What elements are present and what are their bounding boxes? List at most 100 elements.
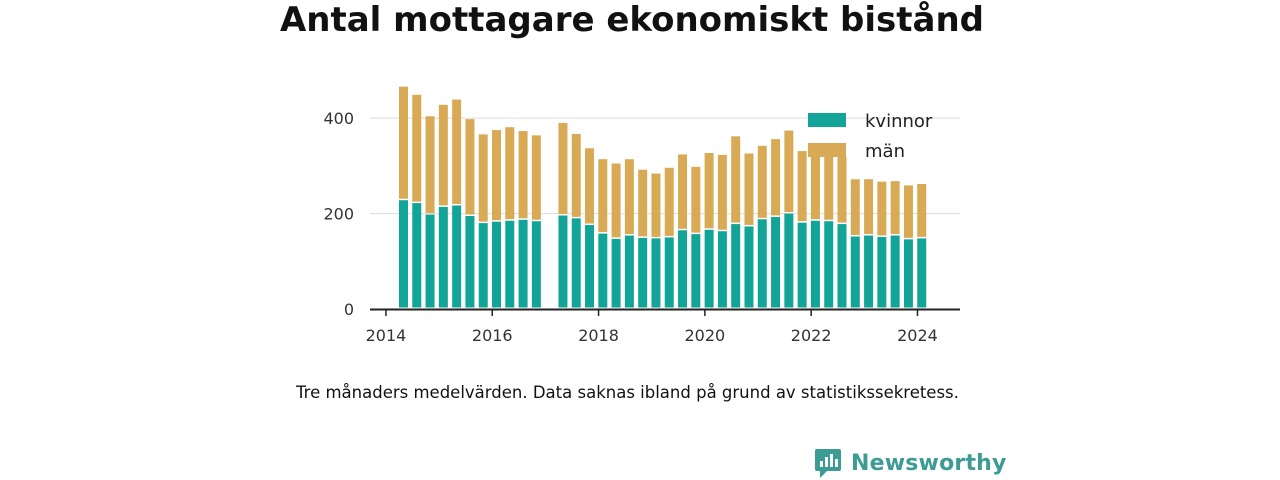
bar-män <box>903 185 913 238</box>
brand-logo[interactable]: Newsworthy <box>814 446 1007 480</box>
bar-män <box>784 130 794 213</box>
bar-män <box>850 179 860 235</box>
x-tick-label: 2024 <box>897 326 938 345</box>
bar-kvinnor <box>571 218 581 308</box>
x-tick-label: 2016 <box>472 326 513 345</box>
legend: kvinnor män <box>808 111 933 162</box>
bar-män <box>810 149 820 220</box>
bar-män <box>558 122 568 214</box>
bar-kvinnor <box>492 221 501 308</box>
bar-män <box>757 145 767 218</box>
bar-män <box>678 154 688 229</box>
bar-män <box>731 136 741 223</box>
brand-name: Newsworthy <box>851 450 1007 476</box>
legend-label-män: män <box>865 141 905 162</box>
y-tick-label: 0 <box>344 300 354 319</box>
bar-män <box>624 159 634 235</box>
bar-chart: 0 200 400 2014 2016 2018 2020 2022 2024 kvinnor m… <box>323 86 960 345</box>
bar-kvinnor <box>704 229 714 308</box>
bar-män <box>478 134 488 222</box>
bar-män <box>877 181 887 236</box>
bar-män <box>438 104 448 206</box>
bar-kvinnor <box>452 205 462 308</box>
bar-män <box>704 152 714 229</box>
bar-kvinnor <box>678 230 688 308</box>
bar-kvinnor <box>412 203 422 308</box>
bar-män <box>531 135 541 220</box>
bar-kvinnor <box>611 238 621 308</box>
x-tick-label: 2018 <box>578 326 619 345</box>
bar-kvinnor <box>771 216 781 308</box>
bar-kvinnor <box>691 234 701 308</box>
bar-män <box>917 184 927 237</box>
bar-kvinnor <box>890 235 900 308</box>
bar-män <box>611 163 621 238</box>
bar-män <box>638 169 648 237</box>
bar-kvinnor <box>797 222 807 308</box>
legend-label-kvinnor: kvinnor <box>865 111 933 132</box>
bar-män <box>452 99 462 204</box>
bar-män <box>518 131 528 219</box>
bar-kvinnor <box>717 231 727 308</box>
bar-kvinnor <box>598 233 608 308</box>
bar-män <box>425 116 435 214</box>
bar-kvinnor <box>425 214 435 308</box>
bar-kvinnor <box>850 236 860 308</box>
bar-kvinnor <box>624 235 634 308</box>
bar-kvinnor <box>744 226 754 308</box>
bar-män <box>717 154 727 230</box>
bar-kvinnor <box>864 235 874 308</box>
chart-note: Tre månaders medelvärden. Data saknas ib… <box>296 383 959 402</box>
bar-kvinnor <box>837 224 847 308</box>
bar-män <box>505 127 515 220</box>
axes: 0 200 400 2014 2016 2018 2020 2022 2024 <box>323 109 960 345</box>
bar-män <box>571 133 581 217</box>
x-tick-label: 2020 <box>685 326 726 345</box>
bar-män <box>412 94 422 202</box>
y-tick-label: 200 <box>323 205 354 224</box>
bar-män <box>744 153 754 225</box>
bar-kvinnor <box>824 221 834 308</box>
bar-kvinnor <box>465 215 475 308</box>
bar-män <box>691 166 701 233</box>
bar-män <box>664 167 674 236</box>
legend-swatch-kvinnor <box>808 113 846 127</box>
bar-kvinnor <box>531 221 541 308</box>
bar-kvinnor <box>478 223 488 308</box>
bar-män <box>492 130 501 221</box>
legend-swatch-män <box>808 143 846 157</box>
bar-kvinnor <box>638 237 648 308</box>
bar-kvinnor <box>518 219 528 308</box>
bar-kvinnor <box>903 239 913 308</box>
bar-kvinnor <box>558 215 568 308</box>
bar-män <box>837 156 847 223</box>
bar-män <box>585 148 595 224</box>
bar-män <box>890 181 900 235</box>
bar-kvinnor <box>877 236 887 308</box>
bar-kvinnor <box>398 200 408 308</box>
x-tick-label: 2022 <box>791 326 832 345</box>
bar-män <box>824 152 834 220</box>
bar-kvinnor <box>917 238 927 308</box>
bar-kvinnor <box>757 219 767 308</box>
bar-kvinnor <box>731 224 741 308</box>
bar-kvinnor <box>505 220 515 308</box>
bar-kvinnor <box>810 220 820 308</box>
bar-män <box>598 159 608 233</box>
bar-män <box>771 139 781 216</box>
bar-män <box>864 179 874 235</box>
y-tick-label: 400 <box>323 109 354 128</box>
bar-kvinnor <box>784 213 794 308</box>
chart-title: Antal mottagare ekonomiskt bistånd <box>279 0 985 40</box>
newsworthy-logo-icon <box>815 449 841 478</box>
bar-kvinnor <box>585 225 595 308</box>
bar-män <box>465 119 475 215</box>
bar-kvinnor <box>651 238 661 308</box>
bars <box>398 86 927 308</box>
bar-kvinnor <box>664 237 674 308</box>
bar-män <box>797 151 807 222</box>
x-tick-label: 2014 <box>366 326 407 345</box>
bar-kvinnor <box>438 206 448 308</box>
bar-män <box>651 173 661 237</box>
bar-män <box>398 86 408 199</box>
